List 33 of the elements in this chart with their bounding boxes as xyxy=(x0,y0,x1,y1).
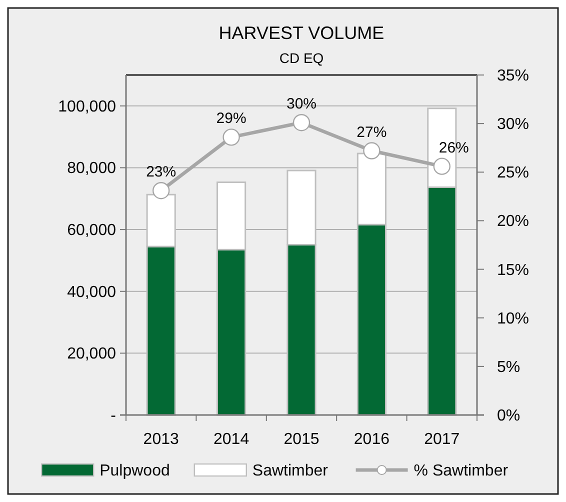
legend-label: Pulpwood xyxy=(100,462,170,480)
point xyxy=(292,114,310,132)
y-tick-label: 100,000 xyxy=(58,98,116,116)
legend-label: % Sawtimber xyxy=(414,462,509,480)
x-tick-label: 2014 xyxy=(214,431,250,448)
x-tick-label: 2016 xyxy=(354,431,390,448)
y2-tick-label: 5% xyxy=(497,358,520,376)
y2-tick-label: 15% xyxy=(497,262,530,279)
y-tick-label: 60,000 xyxy=(67,222,116,240)
x-tick-label: 2017 xyxy=(424,431,460,448)
x-tick-label: 2015 xyxy=(284,431,320,448)
data-label: 26% xyxy=(438,139,469,156)
data-label: 27% xyxy=(356,124,387,141)
y2-tick-label: 30% xyxy=(497,116,530,134)
y2-tick-label: 35% xyxy=(497,68,530,84)
y2-tick-label: 25% xyxy=(497,164,530,182)
y2-tick-label: 10% xyxy=(497,310,530,328)
chart-title: HARVEST VOLUME xyxy=(218,23,384,43)
data-label: 29% xyxy=(216,110,246,128)
chart-subtitle: CD EQ xyxy=(279,50,324,66)
x-tick-label: 2013 xyxy=(143,431,179,448)
y-tick-label: 40,000 xyxy=(67,284,116,301)
data-label: 23% xyxy=(146,164,176,181)
legend-label: Sawtimber xyxy=(252,462,329,480)
y-tick-label: 20,000 xyxy=(67,346,116,363)
point xyxy=(152,182,170,200)
y-tick-label: 80,000 xyxy=(67,160,116,178)
data-label: 30% xyxy=(286,96,317,113)
y2-tick-label: 20% xyxy=(497,213,530,230)
point xyxy=(363,142,380,160)
y2-tick-label: 0% xyxy=(497,408,520,424)
point xyxy=(222,128,240,146)
y-tick-label: - xyxy=(110,408,116,424)
